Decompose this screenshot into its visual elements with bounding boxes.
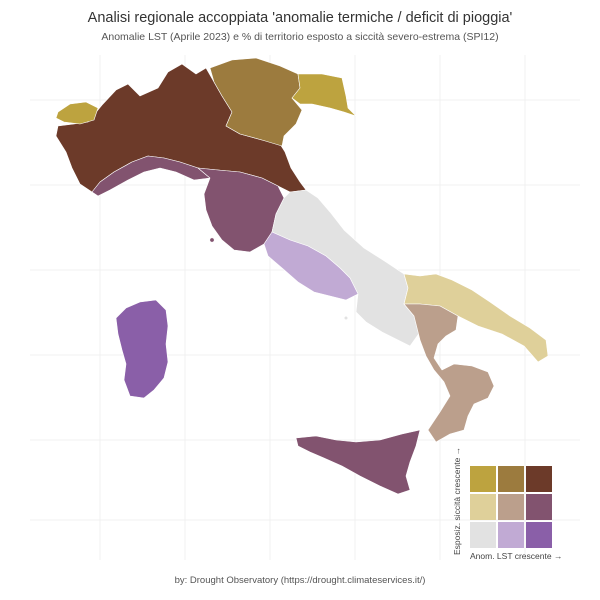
legend-cell <box>470 522 496 548</box>
region-friuli-venezia-giulia[interactable] <box>291 73 357 117</box>
legend-cell <box>470 466 496 492</box>
legend-cell <box>470 494 496 520</box>
region-lazio[interactable] <box>263 231 359 301</box>
map-subtitle: Anomalie LST (Aprile 2023) e % di territ… <box>101 31 499 43</box>
region-trentino-veneto[interactable] <box>209 57 303 147</box>
legend-cell <box>498 522 524 548</box>
region-sicilia[interactable] <box>295 429 421 495</box>
bivariate-legend <box>470 466 552 548</box>
legend-cell <box>526 494 552 520</box>
legend-cell <box>498 494 524 520</box>
region-valle-daosta[interactable] <box>55 101 99 125</box>
legend-y-label: Esposiz. siccità crescente → <box>452 446 462 555</box>
legend-cell <box>498 466 524 492</box>
region-sardegna[interactable] <box>115 299 169 399</box>
region-isola-elba <box>209 237 215 243</box>
legend-x-label: Anom. LST crescente → <box>470 551 563 561</box>
legend-cell <box>526 466 552 492</box>
map-caption: by: Drought Observatory (https://drought… <box>174 575 426 586</box>
legend-cell <box>526 522 552 548</box>
map-title: Analisi regionale accoppiata 'anomalie t… <box>87 10 513 26</box>
region-isola-ischia <box>343 315 349 321</box>
region-basilicata-calabria[interactable] <box>403 303 495 443</box>
